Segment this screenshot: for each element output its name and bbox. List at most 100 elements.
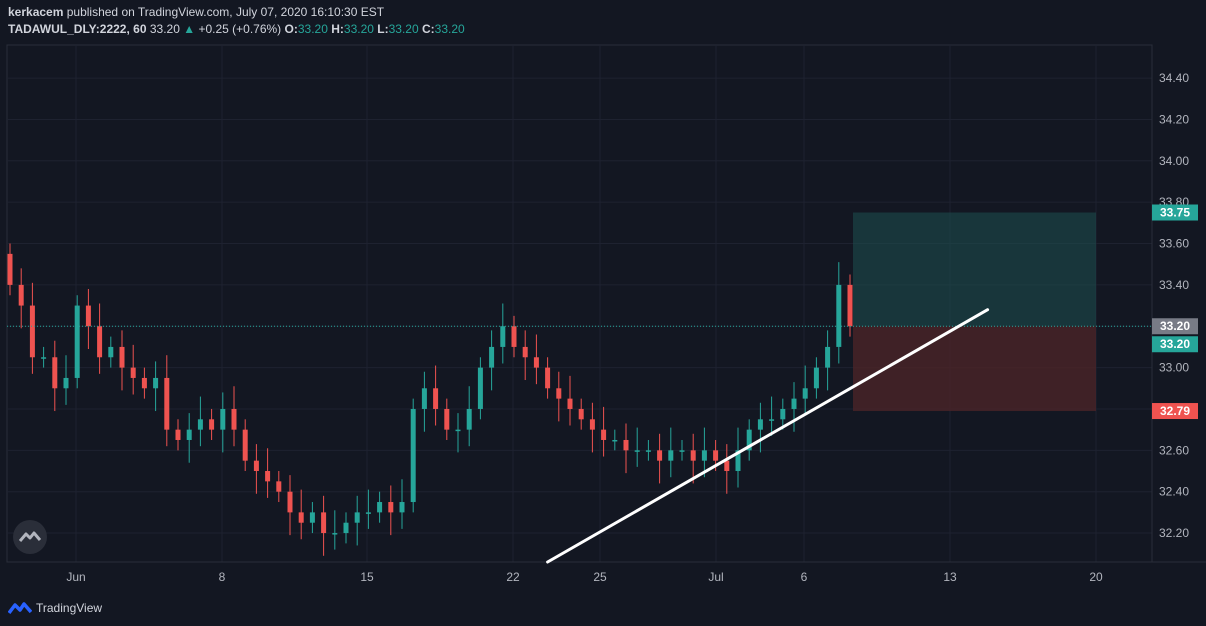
candle-body — [668, 450, 674, 461]
candle-body — [836, 284, 842, 347]
close-value: 33.20 — [434, 22, 465, 36]
candle-body — [63, 377, 69, 389]
y-tick-label: 34.00 — [1159, 154, 1189, 168]
candle-body — [578, 408, 584, 420]
candle-body — [153, 377, 159, 389]
candle-body — [489, 346, 495, 368]
candle-body — [276, 481, 282, 492]
x-tick-label: 6 — [801, 570, 808, 584]
candle-body — [242, 429, 248, 461]
open-label: O: — [284, 22, 298, 36]
candle-body — [321, 512, 327, 534]
candle-body — [466, 408, 472, 430]
candle-body — [209, 419, 215, 430]
candle-body — [354, 512, 360, 523]
candle-body — [623, 439, 629, 451]
candle-body — [556, 388, 562, 399]
y-tick-label: 33.60 — [1159, 237, 1189, 251]
candle-body — [533, 357, 539, 368]
x-tick-label: 13 — [943, 570, 957, 584]
candle-body — [108, 346, 114, 358]
candle-body — [825, 346, 831, 368]
candle-body — [197, 419, 203, 430]
candle-body — [231, 408, 237, 430]
candle-body — [645, 450, 651, 452]
candle-body — [444, 408, 450, 430]
candle-body — [343, 522, 349, 534]
x-tick-label: 8 — [219, 570, 226, 584]
candle-body — [410, 408, 416, 503]
candle-body — [365, 512, 371, 514]
candle-body — [377, 502, 383, 513]
published-text: published on TradingView.com, July 07, 2… — [66, 5, 385, 19]
candle-body — [679, 450, 685, 452]
high-value: 33.20 — [343, 22, 374, 36]
stop-zone — [853, 326, 1096, 412]
candle-body — [701, 450, 707, 461]
y-tick-label: 32.40 — [1159, 485, 1189, 499]
price-tag-label: 33.20 — [1160, 337, 1190, 351]
author-name[interactable]: kerkacem — [8, 5, 64, 19]
candle-body — [746, 429, 752, 451]
candle-body — [724, 460, 730, 472]
low-value: 33.20 — [388, 22, 419, 36]
x-tick-label: 20 — [1089, 570, 1103, 584]
candle-body — [802, 388, 808, 399]
candle-body — [791, 398, 797, 409]
symbol-info: TADAWUL_DLY:2222, 60 33.20 ▲ +0.25 (+0.7… — [8, 22, 465, 36]
candle-body — [612, 439, 618, 442]
low-label: L: — [377, 22, 389, 36]
brand-label[interactable]: TradingView — [36, 601, 103, 615]
candle-body — [287, 491, 293, 513]
footer: TradingView — [8, 599, 102, 617]
candle-body — [309, 512, 315, 523]
publish-info: kerkacem published on TradingView.com, J… — [8, 5, 384, 19]
x-tick-label: Jun — [66, 570, 85, 584]
price-tag-bg — [1152, 403, 1198, 420]
candle-body — [433, 388, 439, 409]
candle-body — [52, 357, 58, 389]
y-tick-label: 33.40 — [1159, 278, 1189, 292]
candle-body — [399, 502, 405, 513]
tradingview-badge-icon[interactable] — [13, 520, 47, 554]
candle-body — [634, 450, 640, 452]
price-tag-bg — [1152, 336, 1198, 353]
candle-body — [713, 450, 719, 461]
candle-body — [97, 326, 103, 358]
open-value: 33.20 — [297, 22, 328, 36]
target-zone — [853, 212, 1096, 327]
last-price: 33.20 — [149, 22, 180, 36]
candle-body — [41, 357, 47, 359]
price-tag-label: 33.20 — [1160, 319, 1190, 333]
price-tag-label: 32.79 — [1160, 404, 1190, 418]
candle-body — [690, 450, 696, 461]
close-label: C: — [422, 22, 435, 36]
high-label: H: — [331, 22, 344, 36]
y-tick-label: 32.60 — [1159, 443, 1189, 457]
price-change: +0.25 (+0.76%) — [198, 22, 282, 36]
tradingview-logo-icon — [8, 602, 32, 615]
x-tick-label: 25 — [593, 570, 607, 584]
candle-body — [813, 367, 819, 389]
candle-body — [388, 502, 394, 513]
candle-body — [18, 284, 24, 306]
candle-body — [500, 326, 506, 347]
candle-body — [757, 419, 763, 430]
candle-body — [85, 305, 91, 327]
candle-body — [332, 533, 338, 535]
candle-body — [545, 367, 551, 389]
candle-body — [421, 388, 427, 409]
candle-body — [7, 253, 13, 285]
candle-body — [119, 346, 125, 368]
candle-body — [265, 471, 271, 482]
up-arrow-icon: ▲ — [183, 22, 196, 36]
candle-body — [455, 429, 461, 432]
candle-body — [130, 367, 136, 378]
y-tick-label: 32.20 — [1159, 526, 1189, 540]
candle-body — [657, 450, 663, 461]
candle-body — [522, 346, 528, 358]
candle-body — [220, 408, 226, 430]
x-tick-label: 22 — [506, 570, 520, 584]
symbol-name[interactable]: TADAWUL_DLY:2222, 60 — [8, 22, 147, 36]
